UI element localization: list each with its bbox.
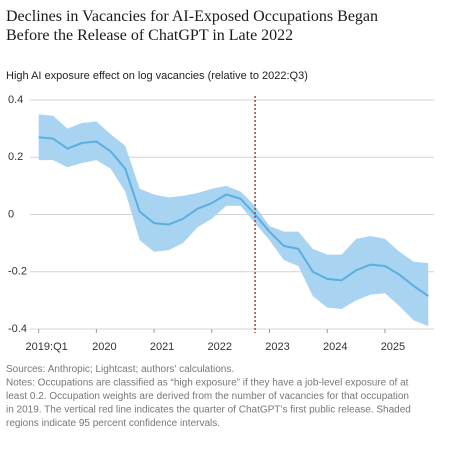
x-tick-label: 2019:Q1 [26, 341, 68, 353]
y-tick-label: 0.4 [8, 94, 23, 106]
x-tick-label: 2023 [265, 341, 289, 353]
labels: 0.4 0.2 0 -0.2 -0.4 2019:Q1 2020 2021 2022 2023 20… [6, 94, 411, 429]
note: least 0.2. Occupation weights are derive… [6, 391, 409, 402]
y-tick-label: 0.2 [8, 151, 23, 163]
x-tick-label: 2021 [150, 341, 174, 353]
note: regions indicate 95 percent confidence i… [6, 418, 220, 429]
plot-area [38, 96, 429, 333]
x-tick-label: 2024 [323, 341, 347, 353]
line [38, 136, 429, 297]
y-tick-label: -0.2 [8, 266, 27, 278]
x-tick-label: 2025 [381, 341, 405, 353]
chart-title: Before the Release of ChatGPT in Late 20… [6, 27, 293, 44]
note: in 2019. The vertical red line indicates… [6, 405, 411, 416]
x-tick-label: 2020 [92, 341, 116, 353]
note: Sources: Anthropic; Lightcast; authors' … [6, 364, 234, 375]
x-tick-label: 2022 [208, 341, 232, 353]
chart-title: Declines in Vacancies for AI-Exposed Occ… [6, 8, 378, 25]
y-axis-label: High AI exposure effect on log vacancies… [6, 70, 308, 82]
y-tick-label: 0 [8, 208, 14, 220]
y-tick-label: -0.4 [8, 323, 27, 335]
confidence-band [38, 114, 429, 327]
note: Notes: Occupations are classified as “hi… [6, 378, 409, 389]
